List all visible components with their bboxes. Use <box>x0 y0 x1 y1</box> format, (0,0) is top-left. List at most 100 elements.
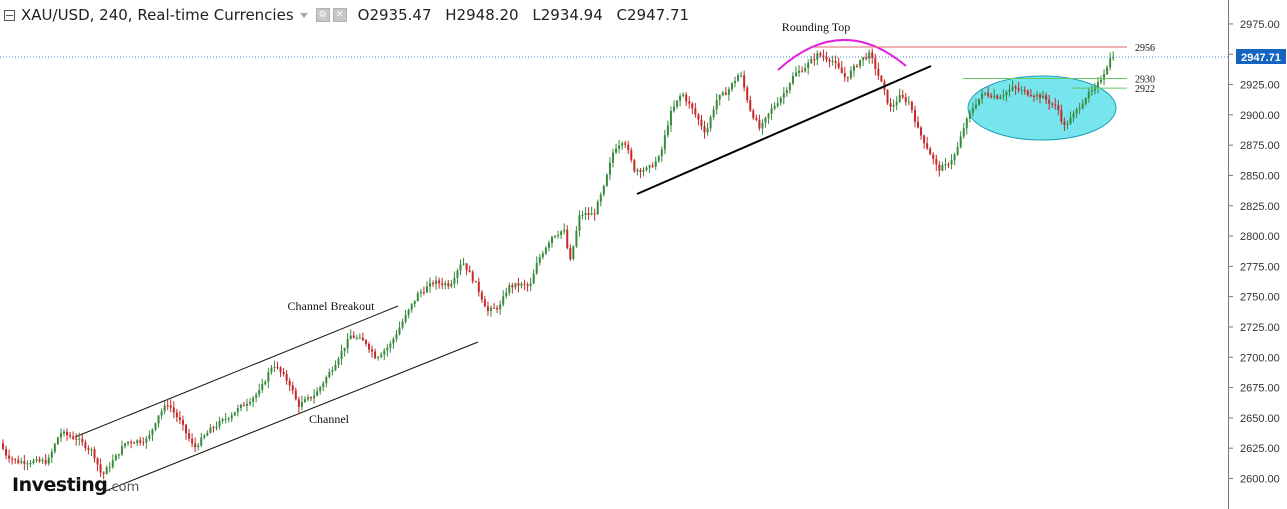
candle-body <box>346 338 349 349</box>
candle-body <box>1072 113 1075 118</box>
candle-body <box>657 156 660 162</box>
settings-icon[interactable]: ⚙ <box>315 8 330 22</box>
investing-logo: Investing.com <box>12 474 139 496</box>
candle-body <box>8 455 11 459</box>
candle-body <box>188 433 191 439</box>
candle-body <box>340 351 343 360</box>
candle-body <box>502 296 505 305</box>
candle-body <box>474 281 477 283</box>
candle-body <box>1096 82 1099 87</box>
candle-body <box>846 77 849 79</box>
candle-body <box>32 460 35 464</box>
candle-body <box>874 58 877 69</box>
candle-body <box>1090 90 1093 92</box>
candle-body <box>871 52 874 59</box>
level-label-2956: 2956 <box>1135 43 1155 54</box>
candle-body <box>258 389 261 395</box>
candle-body <box>865 57 868 59</box>
candle-body <box>1069 117 1072 124</box>
candle-body <box>743 75 746 88</box>
candle-body <box>1045 95 1048 100</box>
candle-body <box>694 108 697 115</box>
candle-body <box>1051 103 1054 105</box>
candle-body <box>377 357 380 359</box>
candle-body <box>96 458 99 465</box>
candle-body <box>807 62 810 69</box>
candle-body <box>880 75 883 82</box>
candle-body <box>746 87 749 101</box>
candle-body <box>959 136 962 148</box>
candle-body <box>511 285 514 288</box>
candle-body <box>782 93 785 98</box>
candle-body <box>822 55 825 57</box>
candle-body <box>450 283 453 287</box>
candle-body <box>920 127 923 136</box>
candle-body <box>175 412 178 418</box>
candle-body <box>1066 123 1069 125</box>
candle-body <box>764 117 767 123</box>
candle-body <box>383 350 386 355</box>
candle-body <box>1026 90 1029 96</box>
chevron-down-icon[interactable] <box>299 12 308 18</box>
candle-body <box>1060 109 1063 122</box>
candle-body <box>114 455 117 461</box>
candle-body <box>596 201 599 215</box>
candle-body <box>261 384 264 390</box>
candle-body <box>560 231 563 235</box>
channel-lower-line <box>102 341 479 493</box>
candle-body <box>285 374 288 381</box>
close-icon[interactable]: ✕ <box>332 8 347 22</box>
candle-body <box>435 280 438 285</box>
collapse-icon[interactable] <box>4 9 15 21</box>
candle-body <box>151 429 154 436</box>
y-tick-label: 2700.00 <box>1240 352 1280 364</box>
candle-body <box>255 394 258 398</box>
candle-body <box>264 381 267 385</box>
candle-body <box>105 467 108 474</box>
candle-body <box>706 128 709 133</box>
candle-body <box>322 383 325 388</box>
candle-body <box>685 94 688 102</box>
candle-body <box>1103 74 1106 80</box>
candle-body <box>1106 67 1109 75</box>
y-tick-label: 2850.00 <box>1240 170 1280 182</box>
candle-body <box>950 160 953 165</box>
candle-body <box>615 148 618 153</box>
symbol-title: XAU/USD, 240, Real-time Currencies <box>21 6 294 24</box>
candle-body <box>676 100 679 107</box>
last-price-badge <box>1236 49 1286 65</box>
candle-body <box>486 306 489 311</box>
candle-body <box>862 57 865 61</box>
candle-body <box>898 94 901 102</box>
candle-body <box>917 121 919 128</box>
candle-body <box>169 405 172 408</box>
candle-body <box>47 457 50 464</box>
candle-body <box>75 438 78 440</box>
candle-body <box>572 246 575 260</box>
candle-body <box>740 75 743 77</box>
candle-body <box>569 247 572 260</box>
candle-body <box>294 390 297 400</box>
candle-body <box>496 307 499 310</box>
candle-body <box>1017 88 1020 91</box>
y-tick-label: 2875.00 <box>1240 140 1280 152</box>
candle-body <box>407 309 410 315</box>
candle-body <box>441 283 444 285</box>
candle-body <box>288 380 291 386</box>
candle-body <box>1023 90 1026 92</box>
candle-body <box>990 95 993 98</box>
candle-body <box>69 435 72 437</box>
candle-body <box>788 83 791 91</box>
candle-body <box>313 395 316 399</box>
candle-body <box>429 282 431 287</box>
candle-body <box>371 349 374 352</box>
candle-body <box>163 405 166 412</box>
candle-body <box>142 442 145 444</box>
candle-body <box>999 96 1002 99</box>
candle-body <box>996 95 999 99</box>
candle-body <box>139 440 142 443</box>
candle-body <box>801 70 804 72</box>
candle-body <box>956 147 959 155</box>
candle-body <box>825 56 828 60</box>
